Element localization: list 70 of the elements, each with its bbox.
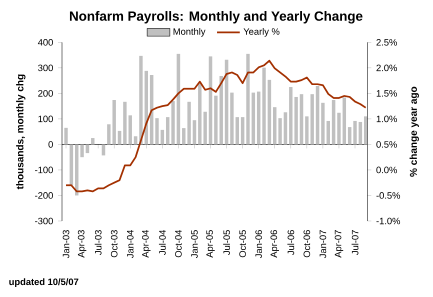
y2-tick-label: 1.0% (376, 116, 397, 122)
x-tick-label: Oct-05 (239, 230, 246, 258)
y2-tick-label: -1.0% (376, 218, 400, 224)
bar (144, 70, 148, 144)
bar (74, 144, 78, 196)
x-tick-label: Jan-06 (255, 230, 262, 258)
x-tick-label: Apr-03 (78, 230, 86, 258)
bar (214, 96, 218, 144)
x-tick-label: Oct-06 (304, 230, 310, 258)
bar (294, 96, 298, 144)
y2-tick-label: -0.5% (376, 192, 400, 199)
bar (348, 127, 352, 144)
bar (128, 115, 132, 144)
bar (102, 144, 106, 156)
x-tick-label: Oct-03 (110, 230, 118, 258)
x-tick-label: Jul-06 (287, 230, 294, 255)
x-tick-label: Apr-05 (206, 230, 215, 258)
x-tick-label: Jan-05 (191, 230, 198, 258)
x-tick-label: Jul-03 (94, 230, 102, 255)
legend-label: Monthly (174, 28, 206, 37)
bar (198, 83, 202, 144)
y-tick-label: 0 (48, 141, 53, 148)
x-tick-label: Jan-03 (62, 230, 70, 258)
y2-axis-title: % change year ago (410, 86, 419, 177)
x-tick-label: Jul-07 (352, 230, 358, 255)
y-axis-title: thousands, monthly chg (16, 74, 26, 190)
bar (70, 144, 74, 186)
bar (91, 138, 95, 144)
bar (160, 130, 164, 144)
bar (236, 117, 240, 144)
legend-label: Yearly % (244, 28, 280, 37)
bar (64, 128, 68, 144)
x-tick-label: Apr-07 (334, 230, 344, 258)
x-tick-label: Jul-04 (158, 230, 166, 255)
bar (273, 107, 276, 144)
bar (182, 128, 186, 144)
bar (289, 87, 293, 144)
bar (326, 120, 330, 144)
x-tick-label: Oct-04 (175, 230, 182, 258)
y2-tick-label: 0.0% (376, 166, 397, 174)
x-tick-label: Jan-04 (126, 230, 134, 258)
bar (166, 117, 170, 144)
bar (342, 97, 346, 144)
y2-tick-label: 2.0% (376, 64, 397, 72)
y-tick-label: -100 (35, 166, 53, 174)
y2-tick-label: 1.5% (376, 90, 397, 97)
x-tick-label: Apr-06 (270, 230, 279, 258)
y-tick-label: 400 (38, 39, 53, 46)
chart-title: Nonfarm Payrolls: Monthly and Yearly Change (70, 11, 362, 24)
bar (150, 75, 154, 144)
bar (305, 116, 309, 144)
y2-tick-label: 0.5% (376, 141, 397, 148)
text: updated 10/5/07 (9, 278, 78, 287)
y2-tick-label: 2.5% (376, 39, 397, 46)
x-tick-label: Jul-05 (223, 230, 230, 255)
bar (219, 76, 223, 144)
bar (112, 100, 116, 144)
y-tick-label: -200 (35, 192, 53, 199)
y-tick-label: -300 (35, 218, 53, 224)
y-tick-label: 100 (38, 116, 53, 122)
bar (203, 112, 207, 144)
bar (358, 122, 362, 144)
x-tick-label: Jan-07 (320, 230, 326, 258)
bar (252, 92, 256, 144)
y-tick-label: 200 (38, 90, 53, 97)
y-tick-label: 300 (38, 64, 53, 72)
bar (256, 92, 260, 144)
x-tick-label: Apr-04 (142, 230, 151, 258)
bar (107, 124, 111, 144)
bar (310, 94, 314, 144)
